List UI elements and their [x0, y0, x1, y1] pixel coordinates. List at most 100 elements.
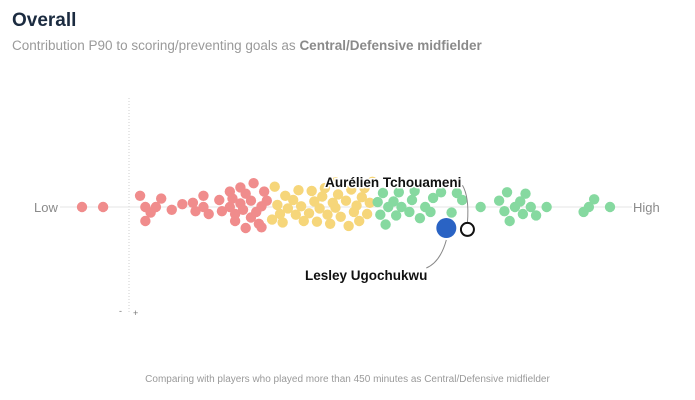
chart-subtitle: Contribution P90 to scoring/preventing g…: [12, 38, 482, 53]
axis-label-high: High: [633, 200, 660, 215]
highlight-player-label: Lesley Ugochukwu: [305, 268, 427, 283]
player-dot-mid: [356, 192, 368, 203]
player-dot-mid: [322, 209, 333, 220]
player-dot-mid: [288, 194, 299, 206]
player-dot-mid: [277, 217, 288, 228]
player-dot-mid: [290, 209, 302, 220]
player-dot-low: [227, 193, 238, 204]
player-dot-high: [493, 195, 505, 206]
player-dot-high: [406, 194, 418, 206]
plus-marker: +: [133, 308, 138, 318]
player-dot-low: [190, 206, 201, 217]
player-dot-low: [156, 193, 167, 204]
player-dot-high: [388, 196, 399, 207]
player-dot-high: [499, 206, 510, 217]
player-dot-high: [390, 210, 402, 221]
player-dot-low: [134, 190, 146, 201]
player-dot-mid: [354, 215, 365, 227]
player-dot-mid: [346, 184, 357, 195]
player-dot-low: [237, 204, 249, 215]
minus-marker: -: [119, 306, 122, 316]
player-dot-low: [198, 190, 209, 201]
player-dot-low: [229, 215, 241, 227]
player-dot-high: [588, 194, 600, 205]
player-dot-high: [425, 206, 436, 218]
compare-player-dot: [459, 221, 475, 237]
player-dot-low: [245, 195, 257, 206]
player-dot-low: [261, 195, 272, 206]
player-dot-mid: [274, 208, 286, 220]
axis-label-low: Low: [34, 200, 58, 215]
player-dot-mid: [295, 201, 307, 212]
player-dot-high: [427, 192, 439, 204]
player-dot-high: [409, 185, 420, 197]
player-dot-high: [541, 201, 552, 213]
player-dot-mid: [364, 197, 375, 208]
subtitle-prefix: Contribution P90 to scoring/preventing g…: [12, 38, 296, 53]
player-dot-mid: [293, 185, 304, 196]
player-dot-low: [203, 208, 214, 220]
player-dot-high: [501, 187, 513, 198]
player-dot-high: [396, 201, 407, 213]
player-dot-mid: [343, 220, 354, 232]
player-dot-high: [456, 194, 468, 206]
player-dot-mid: [319, 182, 331, 194]
player-dot-low: [248, 178, 259, 189]
player-dot-mid: [330, 202, 341, 213]
compare-arrow: [462, 185, 469, 223]
player-dot-mid: [330, 177, 341, 188]
player-dot-high: [404, 206, 415, 218]
player-dot-high: [393, 187, 404, 198]
player-dot-mid: [324, 218, 336, 229]
player-dot-mid: [359, 182, 370, 194]
player-dot-low: [214, 194, 225, 206]
player-dot-mid: [314, 203, 325, 214]
player-dot-mid: [269, 181, 280, 192]
player-dot-low: [177, 199, 188, 210]
player-dot-low: [216, 206, 228, 217]
player-dot-low: [140, 215, 151, 227]
player-dot-high: [530, 210, 542, 221]
player-dot-high: [515, 196, 526, 207]
player-dot-high: [380, 219, 391, 230]
player-dot-mid: [266, 214, 278, 225]
player-dot-high: [604, 201, 616, 213]
player-dot-high: [504, 215, 515, 227]
player-dot-mid: [303, 208, 315, 219]
player-dot-high: [517, 208, 529, 220]
player-dot-mid: [335, 211, 346, 222]
highlight-arrow: [426, 239, 447, 269]
player-dot-mid: [367, 176, 378, 187]
player-dot-high: [372, 196, 383, 208]
player-dot-low: [256, 222, 267, 233]
player-dot-high: [377, 187, 389, 199]
player-dot-mid: [280, 190, 291, 201]
player-dot-low: [76, 201, 88, 213]
player-dot-low: [187, 197, 199, 208]
player-dot-mid: [351, 200, 362, 211]
player-dot-low: [166, 204, 177, 215]
player-dot-high: [446, 207, 457, 218]
player-dot-high: [583, 201, 595, 213]
compare-player-label: Aurélien Tchouameni: [325, 175, 461, 190]
highlight-player-dot: [436, 218, 457, 238]
player-dot-high: [435, 187, 447, 198]
player-dot-low: [150, 201, 162, 213]
player-dot-mid: [311, 216, 323, 227]
chart-title: Overall: [12, 10, 77, 31]
player-dot-high: [475, 201, 486, 213]
player-dot-high: [525, 201, 536, 213]
player-dot-mid: [282, 203, 294, 214]
player-dot-low: [258, 186, 270, 197]
player-dot-mid: [361, 208, 373, 220]
player-dot-low: [97, 201, 109, 213]
player-dot-high: [520, 188, 531, 199]
player-dot-mid: [340, 195, 352, 206]
player-dot-high: [414, 213, 426, 224]
player-dot-mid: [306, 185, 317, 197]
footnote: Comparing with players who played more t…: [145, 374, 550, 385]
player-dot-mid: [317, 191, 328, 202]
player-dot-low: [240, 222, 251, 234]
player-dot-mid: [272, 199, 283, 211]
